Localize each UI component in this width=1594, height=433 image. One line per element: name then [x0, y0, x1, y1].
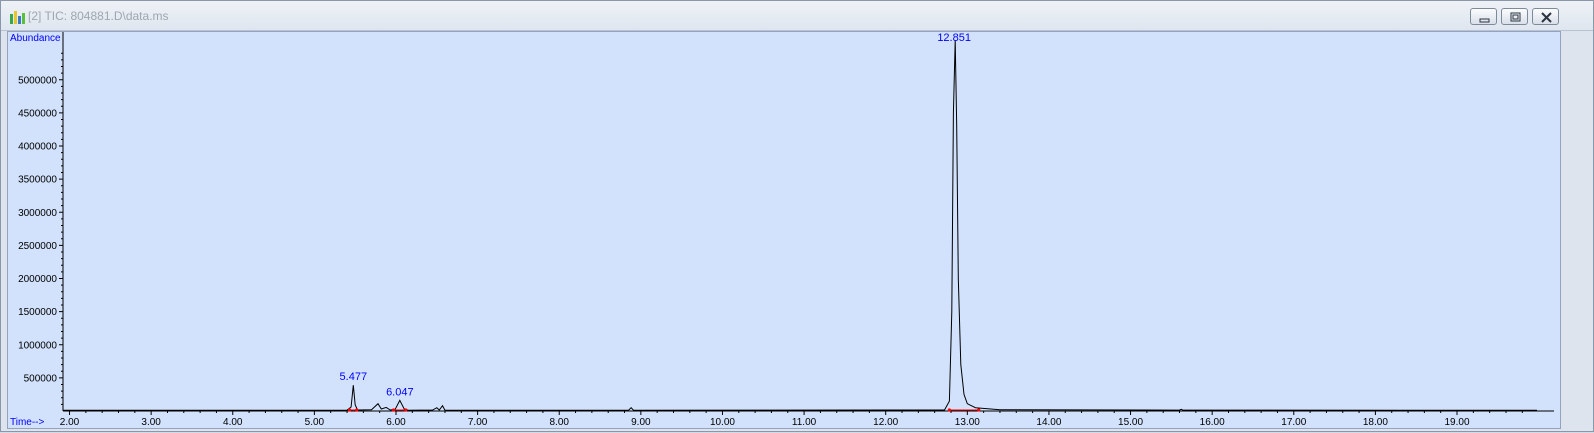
x-tick-label: 5.00 — [305, 417, 325, 428]
x-tick-label: 11.00 — [792, 417, 817, 428]
y-tick-label: 4500000 — [18, 108, 57, 119]
minimize-icon — [1479, 18, 1490, 23]
x-tick-label: 16.00 — [1200, 417, 1225, 428]
baseline-end-marker — [355, 408, 359, 412]
x-tick-label: 6.00 — [386, 417, 406, 428]
restore-button[interactable] — [1501, 8, 1528, 25]
x-tick-label: 13.00 — [955, 417, 980, 428]
x-tick-label: 12.00 — [873, 417, 898, 428]
restore-icon — [1510, 12, 1521, 22]
chromatogram-chart: Abundance 500000 1000000 1500000 2000000 2500… — [10, 32, 1554, 428]
peak-label: 6.047 — [386, 386, 414, 398]
y-tick-label: 2500000 — [18, 241, 57, 252]
close-button[interactable] — [1532, 8, 1559, 25]
y-tick-label: 500000 — [24, 373, 58, 384]
x-axis-label: Time--> — [10, 417, 45, 428]
x-tick-label: 7.00 — [468, 417, 488, 428]
peak-label: 12.851 — [937, 32, 971, 44]
x-tick-label: 4.00 — [223, 417, 243, 428]
right-margin — [1563, 31, 1593, 429]
x-tick-label: 9.00 — [631, 417, 651, 428]
y-tick-label: 3000000 — [18, 208, 57, 219]
close-icon — [1541, 12, 1552, 23]
baseline-start-marker — [391, 408, 396, 412]
x-tick-label: 19.00 — [1444, 417, 1469, 428]
y-axis-label: Abundance — [10, 33, 61, 44]
baseline-start-marker — [347, 408, 352, 412]
title-bar[interactable]: [2] TIC: 804881.D\data.ms — [1, 1, 1593, 31]
x-tick-label: 8.00 — [549, 417, 569, 428]
x-tick-label: 17.00 — [1281, 417, 1306, 428]
y-tick-label: 4000000 — [18, 142, 57, 153]
x-tick-label: 3.00 — [141, 417, 161, 428]
baseline-start-marker — [947, 408, 951, 412]
x-tick-label: 10.00 — [710, 417, 735, 428]
y-tick-label: 1000000 — [18, 340, 57, 351]
x-tick-label: 2.00 — [60, 417, 80, 428]
minimize-button[interactable] — [1470, 8, 1497, 25]
y-tick-label: 2000000 — [18, 274, 57, 285]
y-tick-label: 3500000 — [18, 175, 57, 186]
y-tick-label: 5000000 — [18, 75, 57, 86]
x-tick-label: 14.00 — [1036, 417, 1061, 428]
x-tick-label: 18.00 — [1363, 417, 1388, 428]
y-tick-label: 1500000 — [18, 307, 57, 318]
window-title: [2] TIC: 804881.D\data.ms — [28, 9, 169, 23]
baseline-end-marker — [404, 408, 408, 412]
chemstation-icon — [10, 11, 25, 24]
x-tick-label: 15.00 — [1118, 417, 1143, 428]
baseline-end-marker — [977, 408, 981, 412]
peak-label: 5.477 — [340, 371, 368, 383]
tic-trace-line — [62, 39, 1538, 411]
chromatogram-plot-area[interactable]: Abundance 500000 1000000 1500000 2000000 2500… — [7, 31, 1561, 429]
